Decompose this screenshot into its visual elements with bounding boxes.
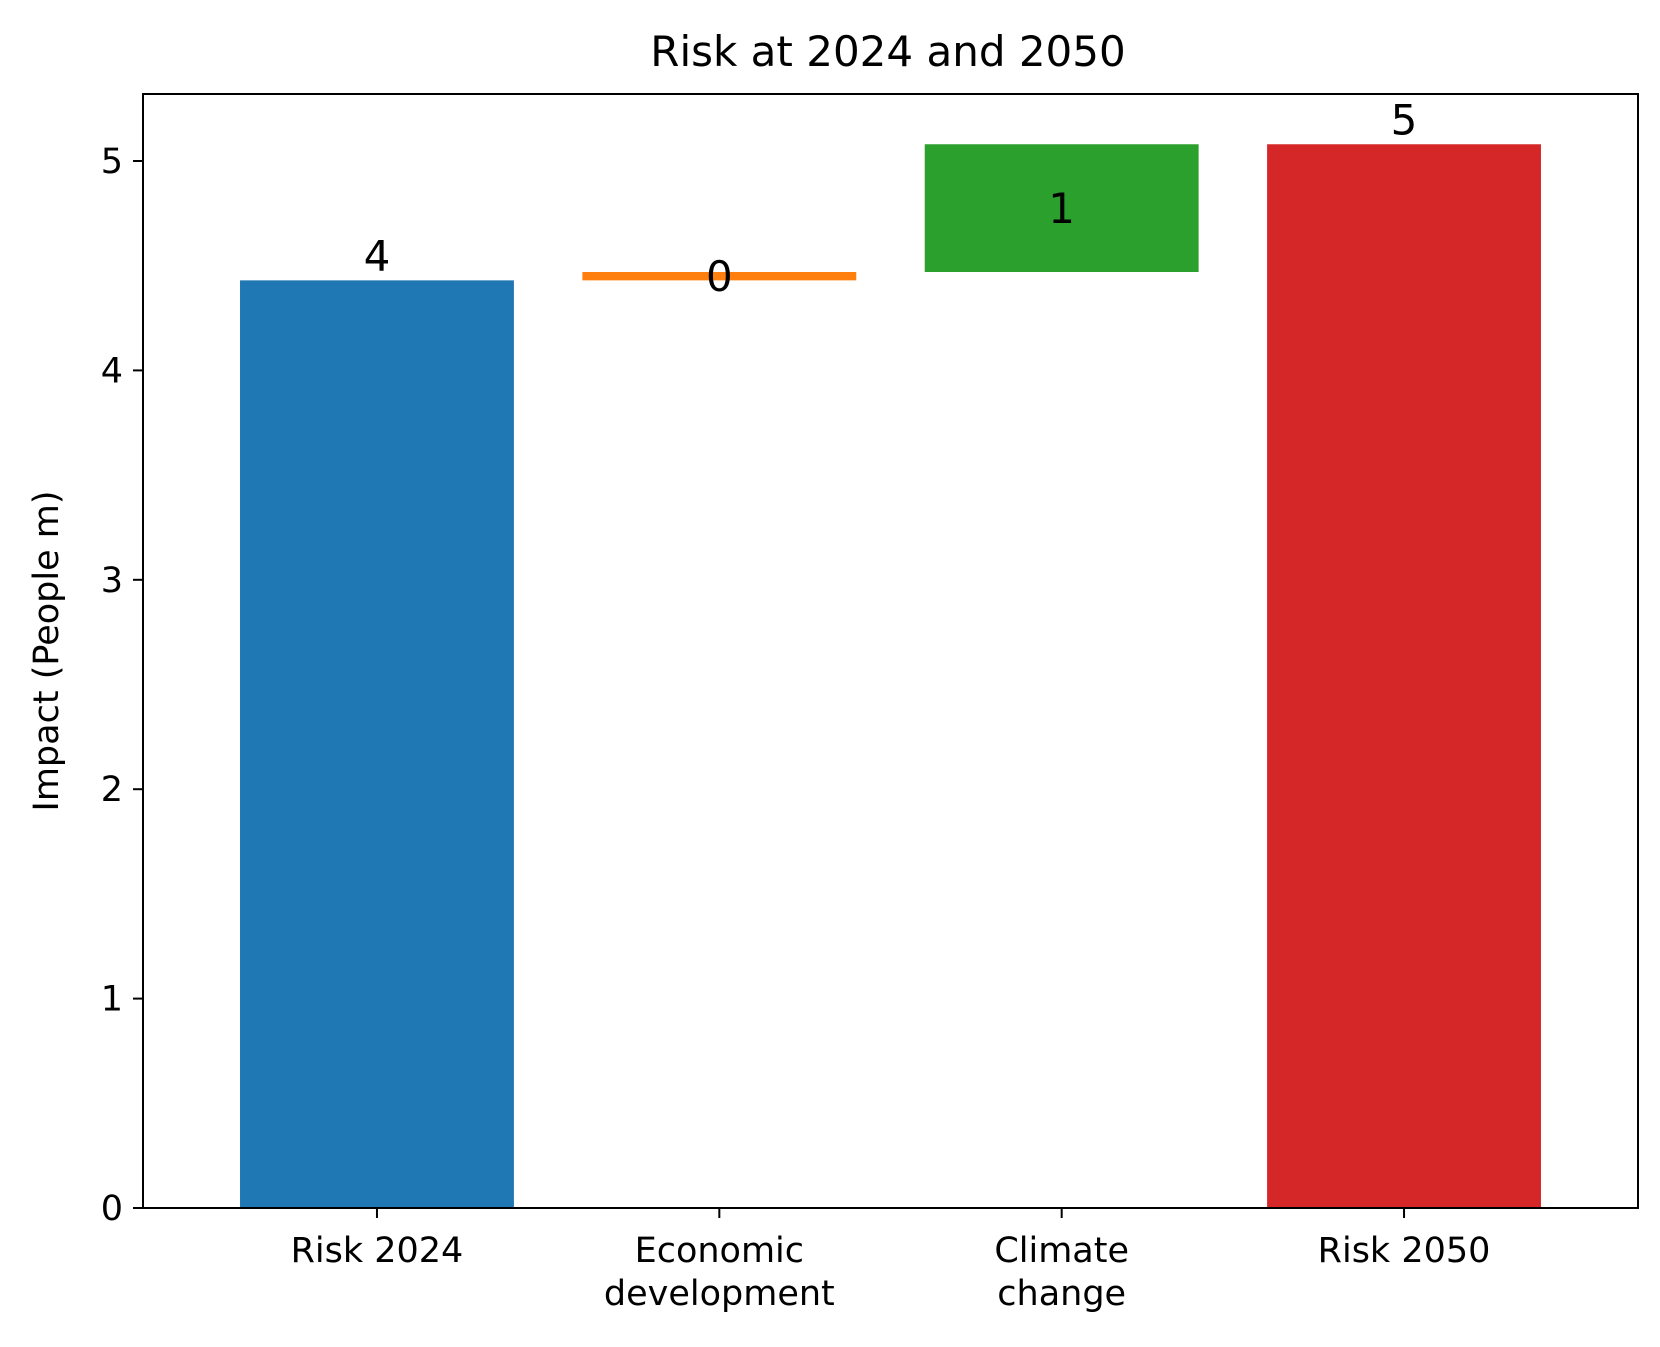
x-tick-label-line: Climate <box>994 1231 1129 1271</box>
x-tick-label-line: Risk 2050 <box>1318 1231 1491 1271</box>
y-tick-label: 4 <box>101 351 123 391</box>
bar-risk-2050 <box>1267 144 1541 1209</box>
x-tick-label: Risk 2024 <box>291 1231 464 1271</box>
bar-value-label: 0 <box>706 252 733 301</box>
x-tick-label-line: change <box>997 1274 1126 1314</box>
y-tick-label: 0 <box>101 1189 123 1229</box>
bar-economic-development <box>582 271 857 281</box>
bar-value-label: 5 <box>1391 95 1418 144</box>
x-tick-label-line: Economic <box>635 1231 804 1271</box>
value-labels-layer: 4 0 1 5 <box>364 95 1418 301</box>
bar-climate-change <box>924 144 1199 272</box>
x-tick-label: Economic development <box>604 1231 835 1314</box>
plot-frame <box>142 93 1639 1209</box>
y-tick-label: 3 <box>101 561 123 601</box>
bars-layer <box>240 144 1541 1209</box>
chart-title: Risk at 2024 and 2050 <box>650 27 1125 76</box>
bar-risk-2024 <box>240 280 514 1209</box>
bar-value-label: 4 <box>364 231 391 280</box>
x-tick-label-line: development <box>604 1274 835 1314</box>
y-axis-label: Impact (People m) <box>27 491 67 812</box>
y-tick-label: 5 <box>101 142 123 182</box>
x-tick-label-line: Risk 2024 <box>291 1231 464 1271</box>
y-tick-label: 1 <box>101 980 123 1020</box>
x-tick-label: Risk 2050 <box>1318 1231 1491 1271</box>
bar-value-label: 1 <box>1048 184 1075 233</box>
x-axis: Risk 2024 Economic development Climate chang… <box>291 1208 1491 1314</box>
y-tick-label: 2 <box>101 770 123 810</box>
y-axis: 0 1 2 3 4 5 <box>101 142 143 1229</box>
x-tick-label: Climate change <box>994 1231 1129 1314</box>
